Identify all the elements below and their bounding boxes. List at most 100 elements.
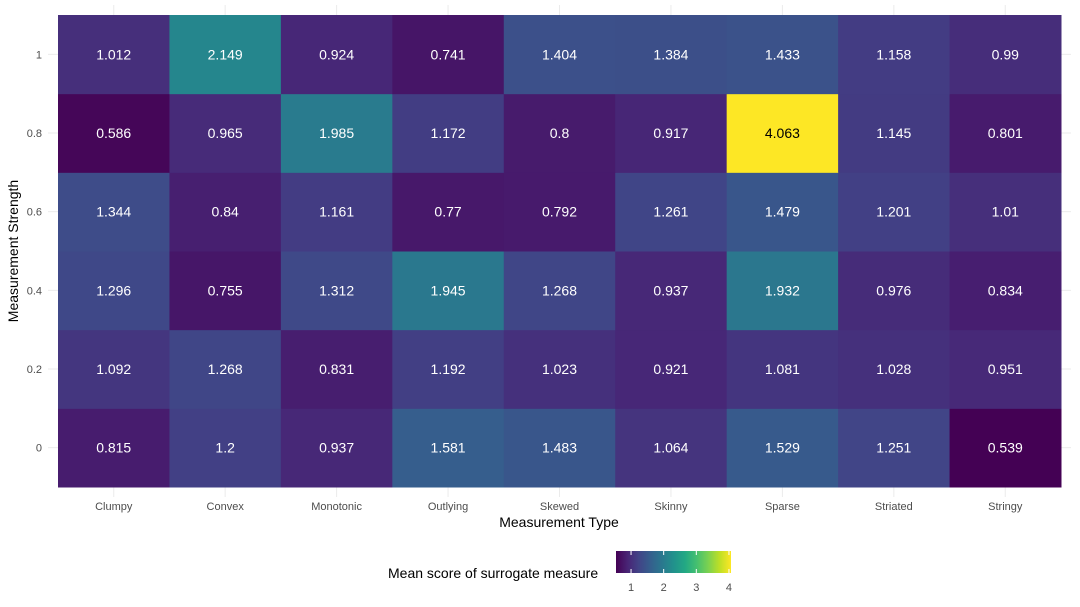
- cell-value-label: 1.404: [542, 46, 577, 62]
- cell-value-label: 1.023: [542, 361, 577, 377]
- cell-value-label: 0.586: [96, 125, 131, 141]
- cell-value-label: 0.951: [988, 361, 1023, 377]
- cell-value-label: 1.028: [876, 361, 911, 377]
- heatmap-cell: [615, 408, 728, 488]
- x-tick-label: Stringy: [988, 501, 1023, 513]
- heatmap-cell: [949, 15, 1062, 95]
- cell-value-label: 0.815: [96, 440, 131, 456]
- heatmap-cell: [392, 93, 505, 173]
- cell-value-label: 0.792: [542, 204, 577, 220]
- y-tick-label: 0.4: [27, 285, 42, 297]
- heatmap-cell: [949, 93, 1062, 173]
- heatmap-cells: 0.815 1.2 0.937 1.581 1.483 1.064 1.529 1.251 0.…: [58, 15, 1062, 488]
- cell-value-label: 0.921: [653, 361, 688, 377]
- heatmap-cell: [503, 172, 616, 252]
- heatmap-cell: [838, 172, 951, 252]
- color-legend: Mean score of surrogate measure 1 2 3 4: [388, 551, 732, 594]
- heatmap-cell: [169, 93, 282, 173]
- legend-title: Mean score of surrogate measure: [388, 565, 598, 581]
- heatmap-cell: [392, 15, 505, 95]
- cell-value-label: 0.917: [653, 125, 688, 141]
- heatmap-cell: [280, 15, 393, 95]
- cell-value-label: 0.84: [212, 204, 239, 220]
- heatmap-cell: [169, 172, 282, 252]
- heatmap-cell: [503, 93, 616, 173]
- heatmap-cell: [169, 408, 282, 488]
- cell-value-label: 1.581: [431, 440, 466, 456]
- cell-value-label: 0.976: [876, 282, 911, 298]
- heatmap-cell: [726, 329, 839, 409]
- heatmap-cell: [169, 251, 282, 331]
- heatmap-cell: [615, 251, 728, 331]
- heatmap-cell: [392, 172, 505, 252]
- heatmap-cell: [280, 251, 393, 331]
- y-tick-label: 1: [36, 49, 42, 61]
- heatmap-cell: [58, 408, 170, 488]
- heatmap-cell: [726, 251, 839, 331]
- heatmap-cell: [392, 329, 505, 409]
- heatmap-cell: [169, 15, 282, 95]
- x-tick-label: Clumpy: [95, 501, 133, 513]
- cell-value-label: 0.937: [653, 282, 688, 298]
- heatmap-cell: [949, 251, 1062, 331]
- heatmap-cell: [949, 408, 1062, 488]
- heatmap-cell: [58, 251, 170, 331]
- cell-value-label: 1.172: [431, 125, 466, 141]
- cell-value-label: 0.741: [431, 46, 466, 62]
- cell-value-label: 0.831: [319, 361, 354, 377]
- cell-value-label: 0.99: [992, 46, 1019, 62]
- legend-tick-label: 1: [628, 582, 634, 594]
- cell-value-label: 1.268: [542, 282, 577, 298]
- heatmap-cell: [169, 329, 282, 409]
- cell-value-label: 1.092: [96, 361, 131, 377]
- cell-value-label: 0.834: [988, 282, 1023, 298]
- x-tick-label: Outlying: [428, 501, 468, 513]
- cell-value-label: 1.932: [765, 282, 800, 298]
- cell-value-label: 1.433: [765, 46, 800, 62]
- x-tick-label: Sparse: [765, 501, 800, 513]
- y-axis-title: Measurement Strength: [5, 180, 21, 322]
- colorbar: [616, 551, 731, 573]
- heatmap-cell: [58, 172, 170, 252]
- heatmap-cell: [726, 172, 839, 252]
- y-axis-ticks: 0 0.2 0.4 0.6 0.8 1: [27, 49, 42, 454]
- heatmap-cell: [726, 408, 839, 488]
- cell-value-label: 1.384: [653, 46, 688, 62]
- cell-value-label: 0.965: [208, 125, 243, 141]
- heatmap-cell: [503, 329, 616, 409]
- cell-value-label: 1.251: [876, 440, 911, 456]
- cell-value-label: 1.479: [765, 204, 800, 220]
- heatmap-cell: [838, 329, 951, 409]
- heatmap-cell: [58, 93, 170, 173]
- x-tick-label: Convex: [207, 501, 245, 513]
- cell-value-label: 1.296: [96, 282, 131, 298]
- heatmap-cell: [615, 15, 728, 95]
- heatmap-cell: [949, 172, 1062, 252]
- cell-value-label: 1.161: [319, 204, 354, 220]
- cell-value-label: 1.2: [215, 440, 235, 456]
- x-axis-ticks: Clumpy Convex Monotonic Outlying Skewed Skinn…: [95, 501, 1023, 513]
- heatmap-cell: [392, 408, 505, 488]
- heatmap-cell: [615, 172, 728, 252]
- y-tick-label: 0: [36, 443, 42, 455]
- heatmap-cell: [726, 93, 839, 173]
- heatmap-cell: [280, 408, 393, 488]
- legend-tick-label: 3: [693, 582, 699, 594]
- cell-value-label: 1.201: [876, 204, 911, 220]
- cell-value-label: 0.801: [988, 125, 1023, 141]
- cell-value-label: 1.064: [653, 440, 688, 456]
- cell-value-label: 1.985: [319, 125, 354, 141]
- cell-value-label: 4.063: [765, 125, 800, 141]
- heatmap-cell: [726, 15, 839, 95]
- heatmap-cell: [280, 172, 393, 252]
- y-tick-label: 0.2: [27, 364, 42, 376]
- y-tick-label: 0.8: [27, 128, 42, 140]
- cell-value-label: 1.483: [542, 440, 577, 456]
- x-tick-label: Skinny: [654, 501, 688, 513]
- cell-value-label: 0.539: [988, 440, 1023, 456]
- cell-value-label: 2.149: [208, 46, 243, 62]
- heatmap-cell: [838, 251, 951, 331]
- heatmap-cell: [392, 251, 505, 331]
- y-tick-label: 0.6: [27, 207, 42, 219]
